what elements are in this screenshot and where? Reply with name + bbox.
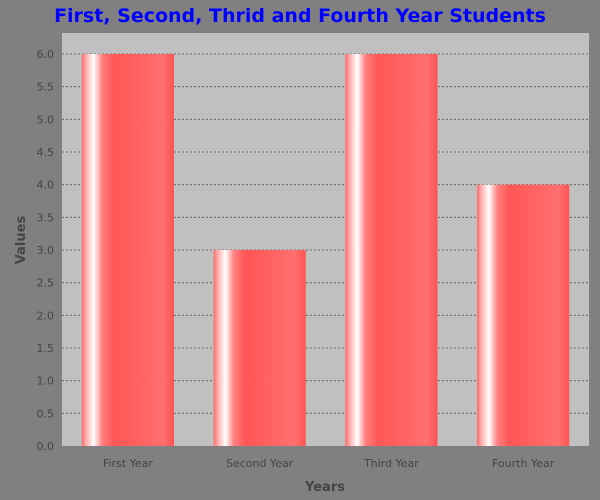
- bars: [81, 54, 570, 446]
- y-tick-label: 0.0: [37, 440, 55, 453]
- y-tick-label: 3.0: [37, 244, 55, 257]
- y-tick-label: 6.0: [37, 48, 55, 61]
- x-tick-label: Second Year: [226, 457, 294, 470]
- x-axis-ticks: First Year Second Year Third Year Fourth Ye…: [103, 457, 555, 470]
- y-tick-label: 1.0: [37, 375, 55, 388]
- bar-third-year: [345, 54, 438, 446]
- x-tick-label: Fourth Year: [492, 457, 555, 470]
- y-tick-label: 5.5: [37, 81, 55, 94]
- y-tick-label: 4.5: [37, 146, 55, 159]
- x-tick-label: First Year: [103, 457, 153, 470]
- y-tick-label: 1.5: [37, 342, 55, 355]
- y-tick-label: 3.5: [37, 211, 55, 224]
- bar-second-year: [213, 250, 306, 446]
- y-axis-ticks: 0.0 0.5 1.0 1.5 2.0 2.5 3.0 3.5 4.0 4.5 5.0 5.5 6.0: [37, 48, 55, 453]
- bar-first-year: [81, 54, 174, 446]
- x-tick-label: Third Year: [363, 457, 419, 470]
- y-tick-label: 5.0: [37, 113, 55, 126]
- bar-fourth-year: [477, 184, 570, 446]
- x-axis-label: Years: [304, 480, 345, 495]
- y-axis-label: Values: [14, 216, 29, 265]
- y-tick-label: 2.5: [37, 277, 55, 290]
- y-tick-label: 0.5: [37, 407, 55, 420]
- y-tick-label: 4.0: [37, 179, 55, 192]
- y-tick-label: 2.0: [37, 309, 55, 322]
- chart-title: First, Second, Thrid and Fourth Year Stu…: [54, 5, 546, 27]
